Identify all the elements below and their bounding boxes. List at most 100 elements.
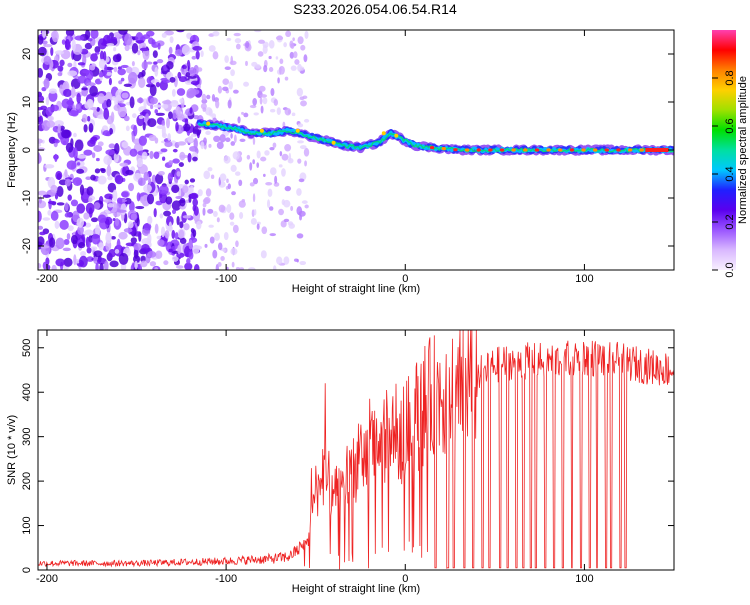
colorbar-tick-label: 0.8 — [724, 70, 736, 85]
noise-blob — [148, 134, 157, 141]
noise-blob — [38, 210, 42, 223]
noise-blob — [153, 104, 162, 108]
noise-blob — [256, 223, 260, 230]
noise-blob — [188, 239, 193, 250]
noise-blob — [289, 51, 295, 59]
noise-blob — [164, 230, 170, 239]
noise-blob — [258, 39, 265, 44]
y-tick-label: 200 — [21, 472, 33, 490]
noise-blob — [65, 142, 74, 153]
noise-blob — [143, 184, 152, 193]
noise-blob — [209, 236, 215, 244]
noise-blob — [256, 150, 261, 159]
noise-blob — [270, 88, 275, 97]
noise-blob — [85, 176, 92, 181]
noise-blob — [227, 183, 231, 190]
noise-blob — [81, 113, 88, 123]
noise-blob — [269, 108, 276, 113]
noise-blob — [112, 54, 121, 63]
noise-blob — [226, 204, 232, 213]
noise-blob — [97, 38, 107, 50]
noise-blob — [154, 223, 159, 234]
noise-blob — [189, 107, 193, 114]
noise-blob — [118, 80, 123, 85]
ridge-peak — [488, 148, 493, 152]
noise-blob — [38, 138, 43, 144]
noise-blob — [95, 262, 99, 270]
noise-blob — [182, 185, 189, 193]
noise-blob — [263, 64, 268, 73]
noise-blob — [106, 165, 112, 177]
noise-blob — [139, 111, 148, 116]
noise-blob — [121, 92, 129, 99]
noise-blob — [229, 221, 235, 226]
ridge-peak — [645, 148, 669, 152]
y-tick-label: 20 — [21, 48, 33, 60]
noise-blob — [188, 251, 194, 260]
noise-blob — [74, 35, 85, 41]
noise-blob — [129, 96, 135, 109]
noise-blob — [171, 255, 179, 262]
noise-blob — [168, 221, 173, 232]
noise-blob — [140, 243, 150, 253]
noise-blob — [42, 261, 48, 270]
noise-blob — [85, 202, 95, 215]
ridge-peak — [429, 146, 435, 150]
noise-blob — [137, 177, 146, 186]
noise-blob — [83, 124, 88, 133]
noise-blob — [297, 123, 304, 128]
ridge-peak — [476, 148, 481, 152]
noise-blob — [146, 193, 155, 205]
x-tick-label: -100 — [215, 273, 237, 285]
noise-blob — [176, 171, 181, 177]
noise-blob — [252, 193, 256, 203]
noise-blob — [275, 35, 284, 41]
noise-blob — [189, 192, 199, 200]
noise-blob — [186, 258, 191, 265]
noise-blob — [303, 54, 308, 63]
x-tick-label: 0 — [402, 273, 408, 285]
noise-blob — [279, 58, 284, 65]
noise-blob — [42, 30, 47, 39]
noise-blob — [55, 170, 63, 180]
noise-blob — [66, 160, 77, 170]
noise-blob — [116, 197, 123, 204]
ridge-peak — [604, 148, 610, 152]
noise-blob — [134, 260, 138, 270]
noise-blob — [38, 190, 47, 196]
noise-blob — [71, 39, 76, 52]
noise-blob — [216, 217, 220, 223]
noise-blob — [118, 30, 128, 35]
noise-blob — [166, 215, 174, 227]
noise-blob — [239, 138, 246, 142]
noise-blob — [301, 200, 308, 204]
y-tick-label: 400 — [21, 383, 33, 401]
noise-blob — [176, 30, 185, 33]
noise-blob — [68, 110, 79, 117]
noise-blob — [219, 134, 226, 143]
colorbar-label: Normalized spectral amplitude — [737, 76, 749, 224]
noise-blob — [120, 77, 125, 82]
noise-blob — [57, 65, 64, 72]
noise-blob — [195, 50, 200, 60]
noise-blob — [132, 255, 141, 264]
ridge-peak — [295, 128, 300, 133]
noise-blob — [142, 34, 151, 40]
noise-blob — [202, 202, 207, 208]
noise-blob — [131, 60, 135, 67]
noise-blob — [253, 112, 259, 116]
noise-blob — [177, 244, 182, 255]
noise-blob — [241, 111, 245, 115]
noise-blob — [50, 104, 60, 112]
noise-blob — [245, 60, 248, 67]
noise-blob — [38, 152, 41, 164]
noise-blob — [141, 151, 148, 160]
noise-blob — [147, 118, 157, 128]
noise-blob — [156, 58, 164, 64]
noise-blob — [267, 188, 273, 197]
noise-blob — [256, 162, 260, 169]
noise-blob — [174, 232, 179, 240]
noise-blob — [74, 139, 84, 152]
noise-blob — [123, 228, 133, 233]
noise-blob — [86, 256, 94, 262]
